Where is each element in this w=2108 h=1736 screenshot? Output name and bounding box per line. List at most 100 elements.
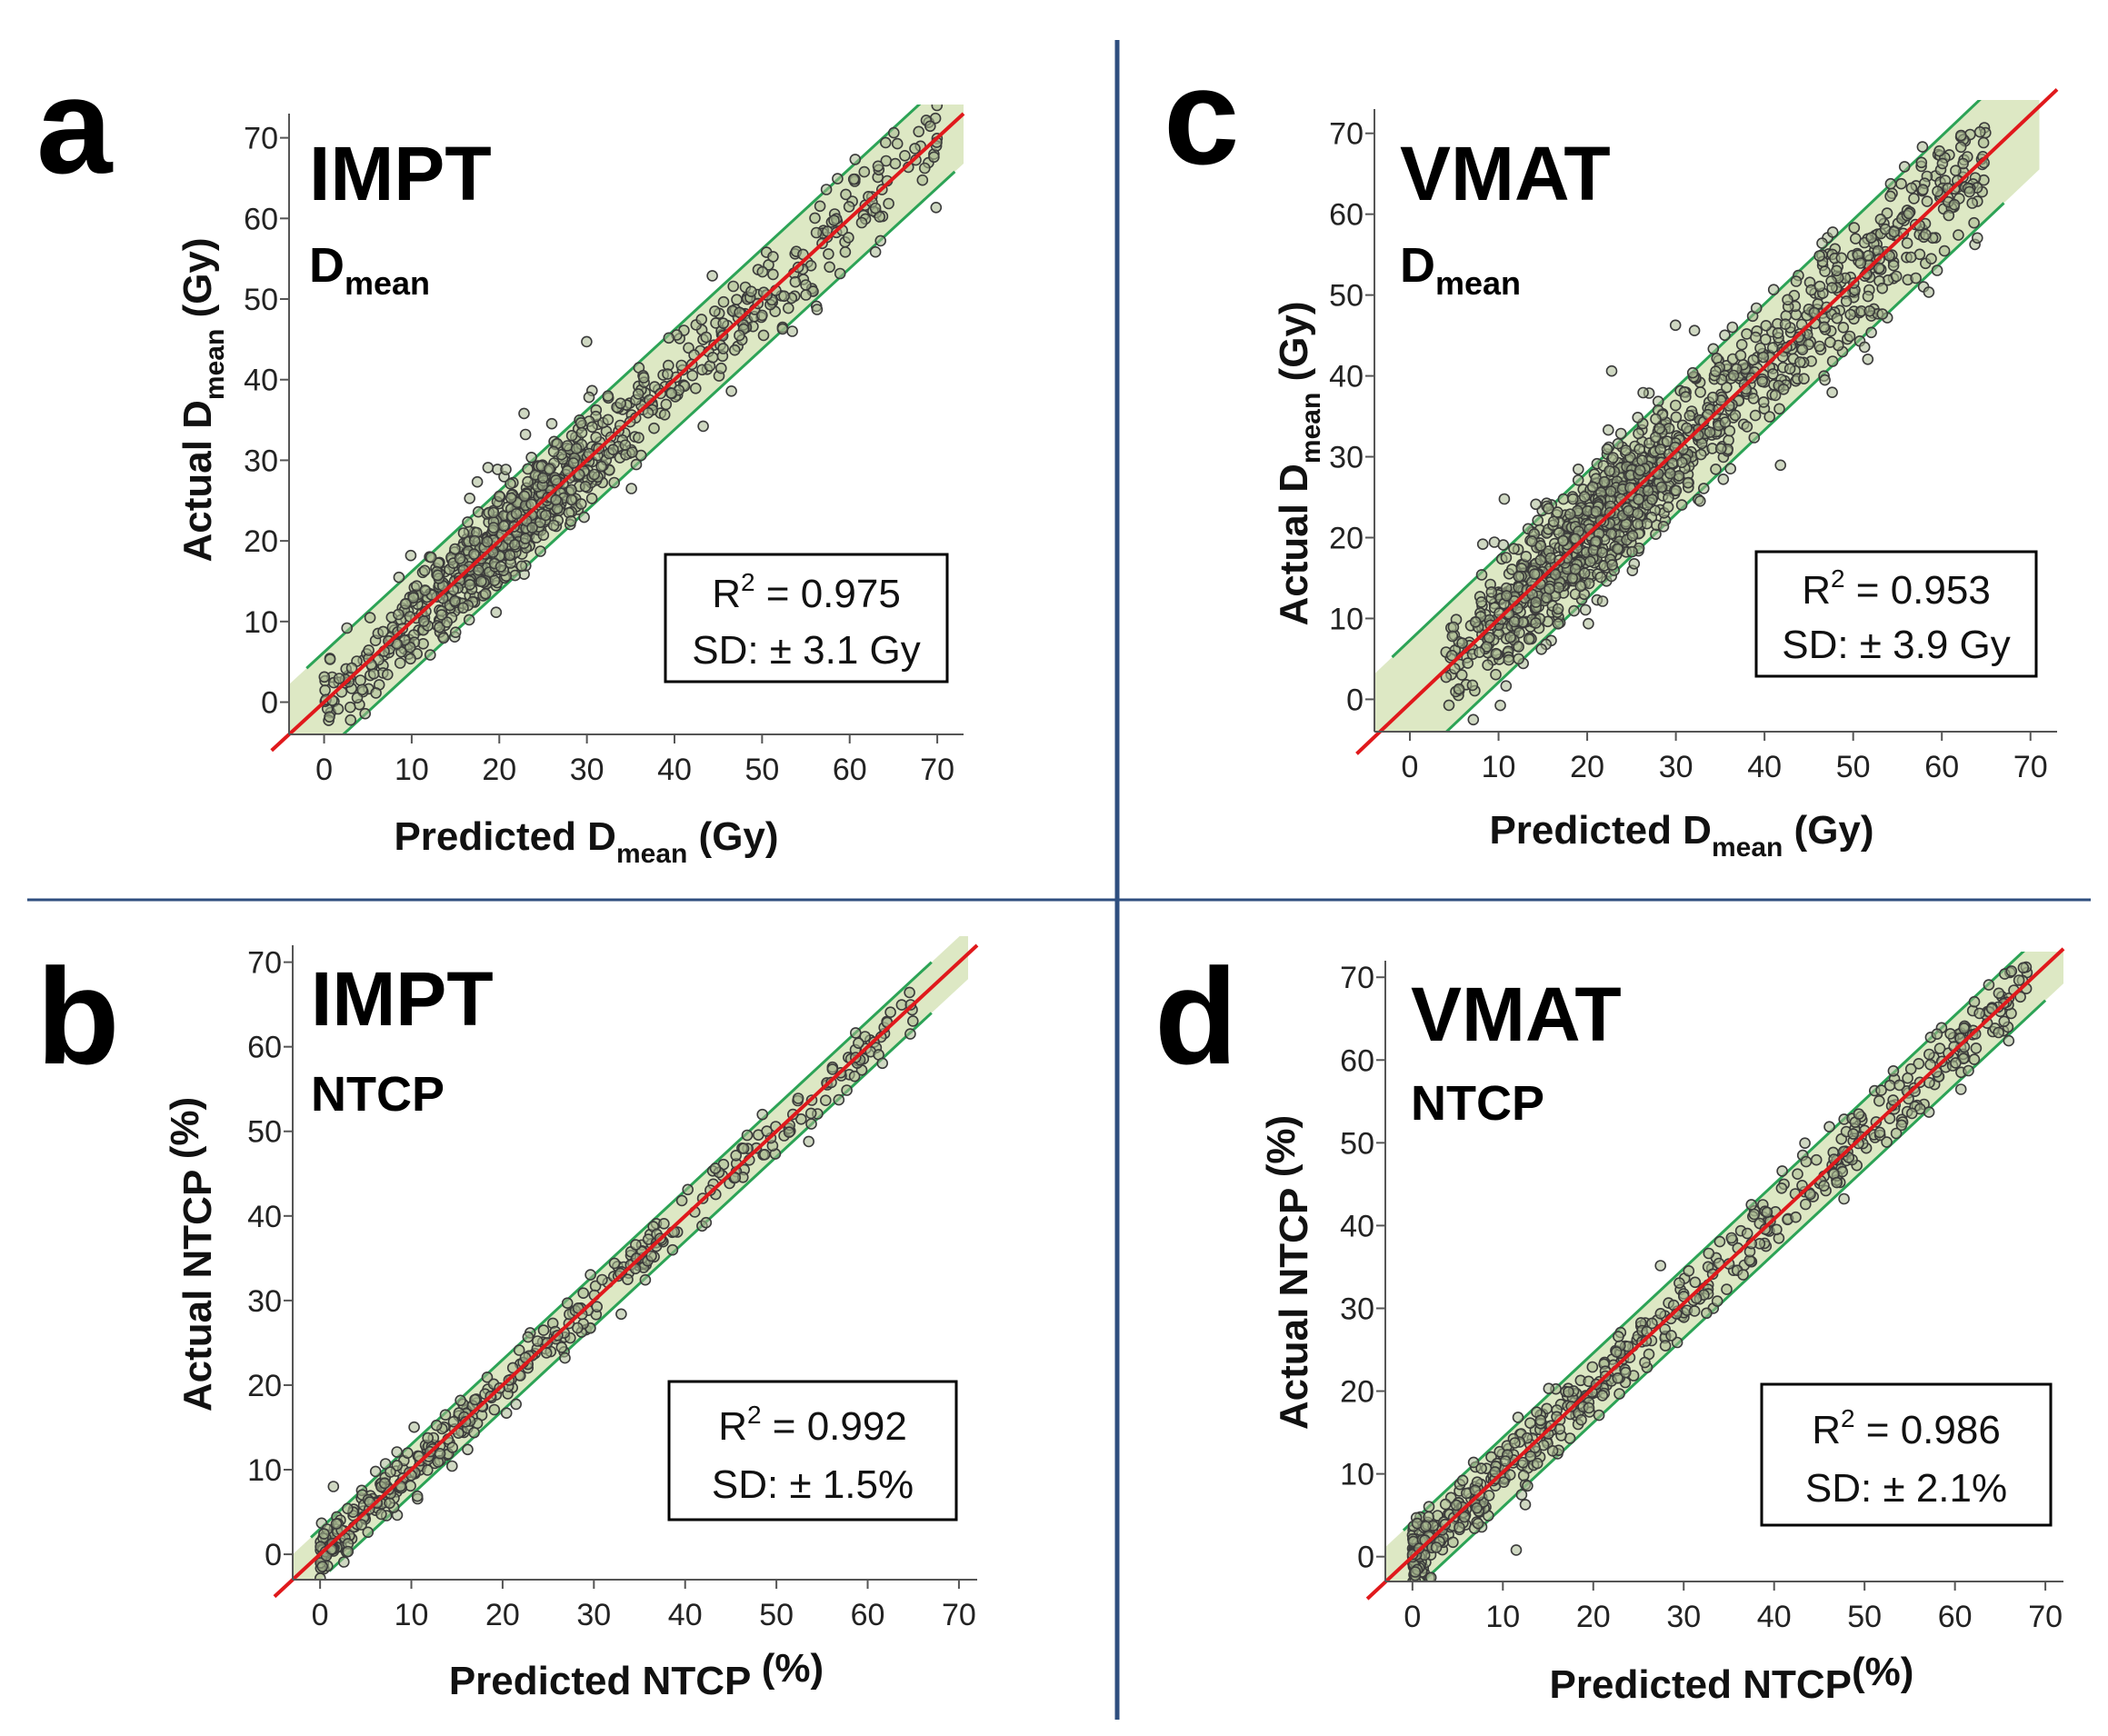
data-point xyxy=(1921,195,1933,207)
data-point xyxy=(906,1015,919,1027)
panel-c-title: VMAT xyxy=(1400,131,1611,216)
data-point xyxy=(1826,226,1839,238)
data-point xyxy=(488,1403,501,1416)
data-point xyxy=(1901,237,1913,249)
panel-c-sd: SD: ± 3.9 Gy xyxy=(1782,623,2011,667)
y-tick-label: 70 xyxy=(247,946,282,981)
data-point xyxy=(1905,182,1918,195)
panel-b-xlabel: Predicted NTCP (%) xyxy=(449,1646,824,1703)
data-point xyxy=(849,154,862,165)
y-tick-label: 30 xyxy=(1329,441,1364,475)
data-point xyxy=(1462,657,1474,669)
data-point xyxy=(462,1443,474,1456)
panel-c-subtitle-main: D xyxy=(1400,238,1435,293)
data-point xyxy=(1654,1260,1666,1272)
data-point xyxy=(1682,476,1694,489)
data-point xyxy=(341,622,354,634)
data-point xyxy=(2005,965,2018,977)
data-point xyxy=(1661,435,1673,447)
panel-a-stats-box: R2 = 0.975 SD: ± 3.1 Gy xyxy=(664,553,949,683)
data-point xyxy=(1513,641,1524,653)
data-point xyxy=(375,1508,387,1521)
data-point xyxy=(1443,699,1455,712)
data-point xyxy=(660,398,673,411)
data-point xyxy=(1467,1456,1480,1469)
data-point xyxy=(1449,663,1461,675)
data-point xyxy=(608,476,621,489)
data-point xyxy=(1620,444,1632,456)
data-point xyxy=(1729,409,1742,422)
data-point xyxy=(1799,1137,1811,1149)
data-point xyxy=(462,516,474,528)
data-point xyxy=(1741,421,1753,433)
data-point xyxy=(648,422,660,434)
data-point xyxy=(330,1518,343,1530)
data-point xyxy=(1721,1283,1733,1295)
data-point xyxy=(536,472,549,484)
data-point xyxy=(1466,679,1479,692)
panel-c-upper-bound-line xyxy=(1391,100,1982,659)
data-point xyxy=(630,458,643,471)
data-point xyxy=(1727,369,1740,382)
data-point xyxy=(1632,507,1643,520)
data-point xyxy=(1970,1043,1983,1054)
data-point xyxy=(891,137,904,150)
data-point xyxy=(1430,1541,1443,1553)
data-point xyxy=(1932,185,1943,197)
data-point xyxy=(393,608,405,621)
data-point xyxy=(1707,343,1720,355)
data-point xyxy=(1604,485,1617,497)
data-point xyxy=(1756,375,1768,388)
data-point xyxy=(1835,252,1848,264)
data-point xyxy=(531,1335,544,1347)
data-point xyxy=(1409,1566,1422,1578)
panel-letter-d: d xyxy=(1154,940,1238,1092)
data-point xyxy=(547,519,560,532)
x-tick-label: 50 xyxy=(1847,1600,1882,1634)
data-point xyxy=(1606,559,1618,571)
data-point xyxy=(588,468,601,481)
data-point xyxy=(1654,444,1666,455)
data-point xyxy=(391,1446,404,1458)
data-point xyxy=(1823,1121,1835,1132)
panel-d-plot: 0 10 20 30 40 50 60 70 0 10 20 30 40 50 60 70 xyxy=(1340,947,2065,1634)
data-point xyxy=(840,188,852,201)
data-point xyxy=(513,1344,525,1356)
data-point xyxy=(351,692,364,704)
data-point xyxy=(1510,1544,1523,1556)
data-point xyxy=(1948,198,1961,211)
data-point xyxy=(1724,463,1736,475)
data-point xyxy=(843,232,854,244)
data-point xyxy=(1800,1198,1812,1211)
x-tick-label: 50 xyxy=(1836,750,1871,784)
data-point xyxy=(471,475,484,488)
data-point xyxy=(778,290,790,303)
data-point xyxy=(1523,633,1535,645)
data-point xyxy=(522,463,534,475)
data-point xyxy=(565,484,577,496)
data-point xyxy=(391,1460,404,1472)
data-point xyxy=(545,417,558,430)
data-point xyxy=(1664,467,1676,480)
data-point xyxy=(1707,391,1719,404)
data-point xyxy=(540,1347,553,1359)
data-point xyxy=(363,644,375,656)
data-point xyxy=(1719,416,1732,428)
data-point xyxy=(447,1415,460,1428)
data-point xyxy=(823,248,834,260)
data-point xyxy=(1572,474,1584,486)
data-point xyxy=(1950,165,1962,176)
x-tick-label: 20 xyxy=(482,753,516,787)
data-point xyxy=(734,329,745,342)
data-point xyxy=(1532,514,1544,526)
data-point xyxy=(776,323,789,335)
data-point xyxy=(518,490,531,503)
data-point xyxy=(324,653,336,665)
data-point xyxy=(508,538,521,551)
data-point xyxy=(468,548,480,561)
x-tick-label: 60 xyxy=(851,1598,885,1632)
data-point xyxy=(1633,494,1644,505)
data-point xyxy=(1524,1417,1536,1429)
x-tick-label: 70 xyxy=(920,753,954,787)
data-point xyxy=(1633,443,1645,455)
